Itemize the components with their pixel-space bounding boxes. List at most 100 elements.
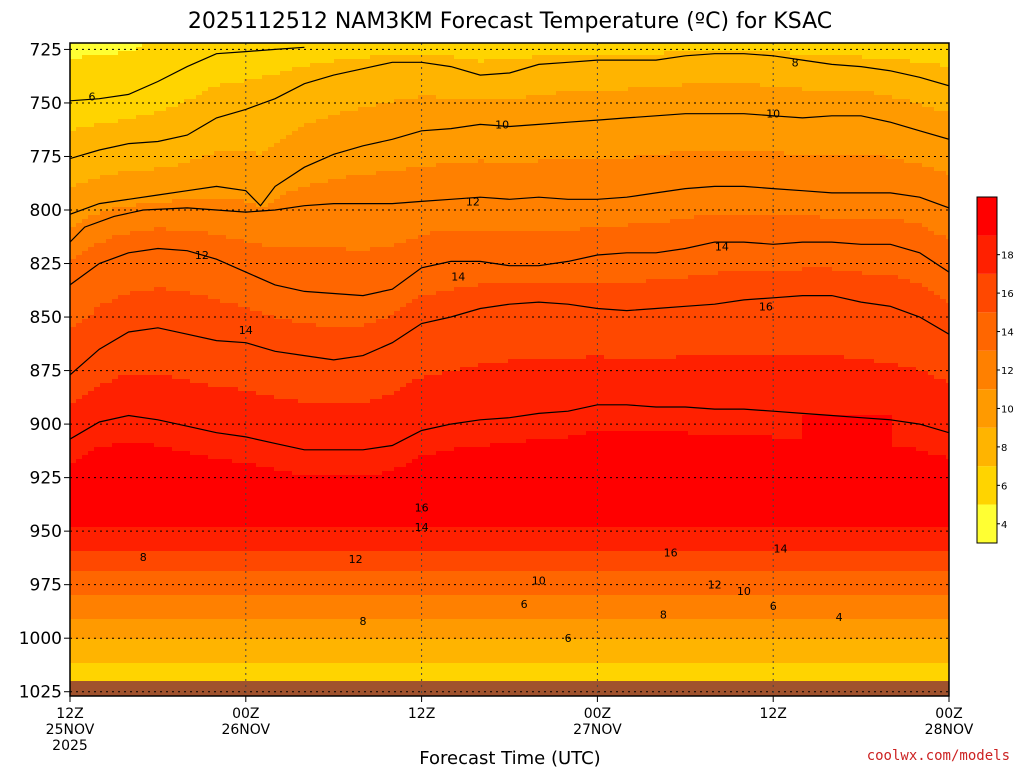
field-cell — [124, 463, 131, 468]
field-cell — [178, 375, 185, 380]
field-cell — [124, 335, 131, 340]
field-cell — [142, 543, 149, 548]
field-cell — [118, 167, 125, 172]
field-cell — [94, 459, 101, 464]
field-cell — [112, 123, 119, 128]
field-cell — [94, 579, 101, 584]
field-cell — [118, 647, 125, 652]
field-cell — [208, 271, 215, 276]
field-cell — [124, 95, 131, 100]
field-cell — [136, 155, 143, 160]
field-cell — [172, 351, 179, 356]
field-cell — [232, 515, 239, 520]
field-cell — [160, 487, 167, 492]
field-cell — [76, 419, 83, 424]
field-cell — [160, 271, 167, 276]
field-cell — [166, 555, 173, 560]
field-cell — [166, 127, 173, 132]
field-cell — [160, 159, 167, 164]
field-cell — [160, 111, 167, 116]
field-cell — [238, 343, 245, 348]
field-cell — [106, 659, 113, 664]
field-cell — [214, 603, 221, 608]
field-cell — [250, 151, 257, 156]
field-cell — [70, 583, 77, 588]
field-cell — [178, 607, 185, 612]
field-cell — [214, 471, 221, 476]
field-cell — [166, 51, 173, 56]
field-cell — [82, 131, 89, 136]
field-cell — [100, 243, 107, 248]
field-cell — [100, 523, 107, 528]
field-cell — [244, 247, 251, 252]
field-cell — [226, 123, 233, 128]
field-cell — [232, 227, 239, 232]
field-cell — [220, 143, 227, 148]
field-cell — [124, 503, 131, 508]
field-cell — [178, 599, 185, 604]
field-cell — [166, 107, 173, 112]
field-cell — [106, 271, 113, 276]
field-cell — [238, 351, 245, 356]
field-cell — [202, 167, 209, 172]
field-cell — [166, 171, 173, 176]
field-cell — [70, 307, 77, 312]
field-cell — [232, 215, 239, 220]
field-cell — [106, 495, 113, 500]
field-cell — [142, 459, 149, 464]
field-cell — [238, 395, 245, 400]
field-cell — [172, 303, 179, 308]
field-cell — [70, 623, 77, 628]
field-cell — [166, 415, 173, 420]
field-cell — [214, 531, 221, 536]
field-cell — [136, 659, 143, 664]
field-cell — [238, 431, 245, 436]
field-cell — [190, 235, 197, 240]
field-cell — [202, 627, 209, 632]
field-cell — [244, 523, 251, 528]
field-cell — [124, 135, 131, 140]
field-cell — [220, 235, 227, 240]
field-cell — [166, 655, 173, 660]
field-cell — [148, 463, 155, 468]
field-cell — [172, 563, 179, 568]
field-cell — [184, 51, 191, 56]
field-cell — [154, 151, 161, 156]
field-cell — [250, 291, 257, 296]
field-cell — [124, 647, 131, 652]
field-cell — [232, 343, 239, 348]
field-cell — [88, 255, 95, 260]
field-cell — [196, 151, 203, 156]
field-cell — [142, 595, 149, 600]
field-cell — [190, 451, 197, 456]
field-cell — [106, 515, 113, 520]
field-cell — [124, 551, 131, 556]
field-cell — [220, 463, 227, 468]
field-cell — [190, 619, 197, 624]
field-cell — [232, 103, 239, 108]
field-cell — [244, 183, 251, 188]
field-cell — [244, 215, 251, 220]
field-cell — [232, 523, 239, 528]
field-cell — [196, 191, 203, 196]
field-cell — [208, 383, 215, 388]
field-cell — [118, 79, 125, 84]
field-cell — [136, 283, 143, 288]
field-cell — [238, 455, 245, 460]
field-cell — [232, 387, 239, 392]
field-cell — [172, 547, 179, 552]
field-cell — [214, 95, 221, 100]
field-cell — [82, 83, 89, 88]
field-cell — [184, 103, 191, 108]
field-cell — [82, 463, 89, 468]
field-cell — [136, 123, 143, 128]
field-cell — [100, 135, 107, 140]
field-cell — [70, 675, 77, 680]
field-cell — [178, 651, 185, 656]
field-cell — [184, 371, 191, 376]
field-cell — [130, 495, 137, 500]
field-cell — [94, 407, 101, 412]
field-cell — [214, 319, 221, 324]
field-cell — [190, 87, 197, 92]
field-cell — [142, 107, 149, 112]
